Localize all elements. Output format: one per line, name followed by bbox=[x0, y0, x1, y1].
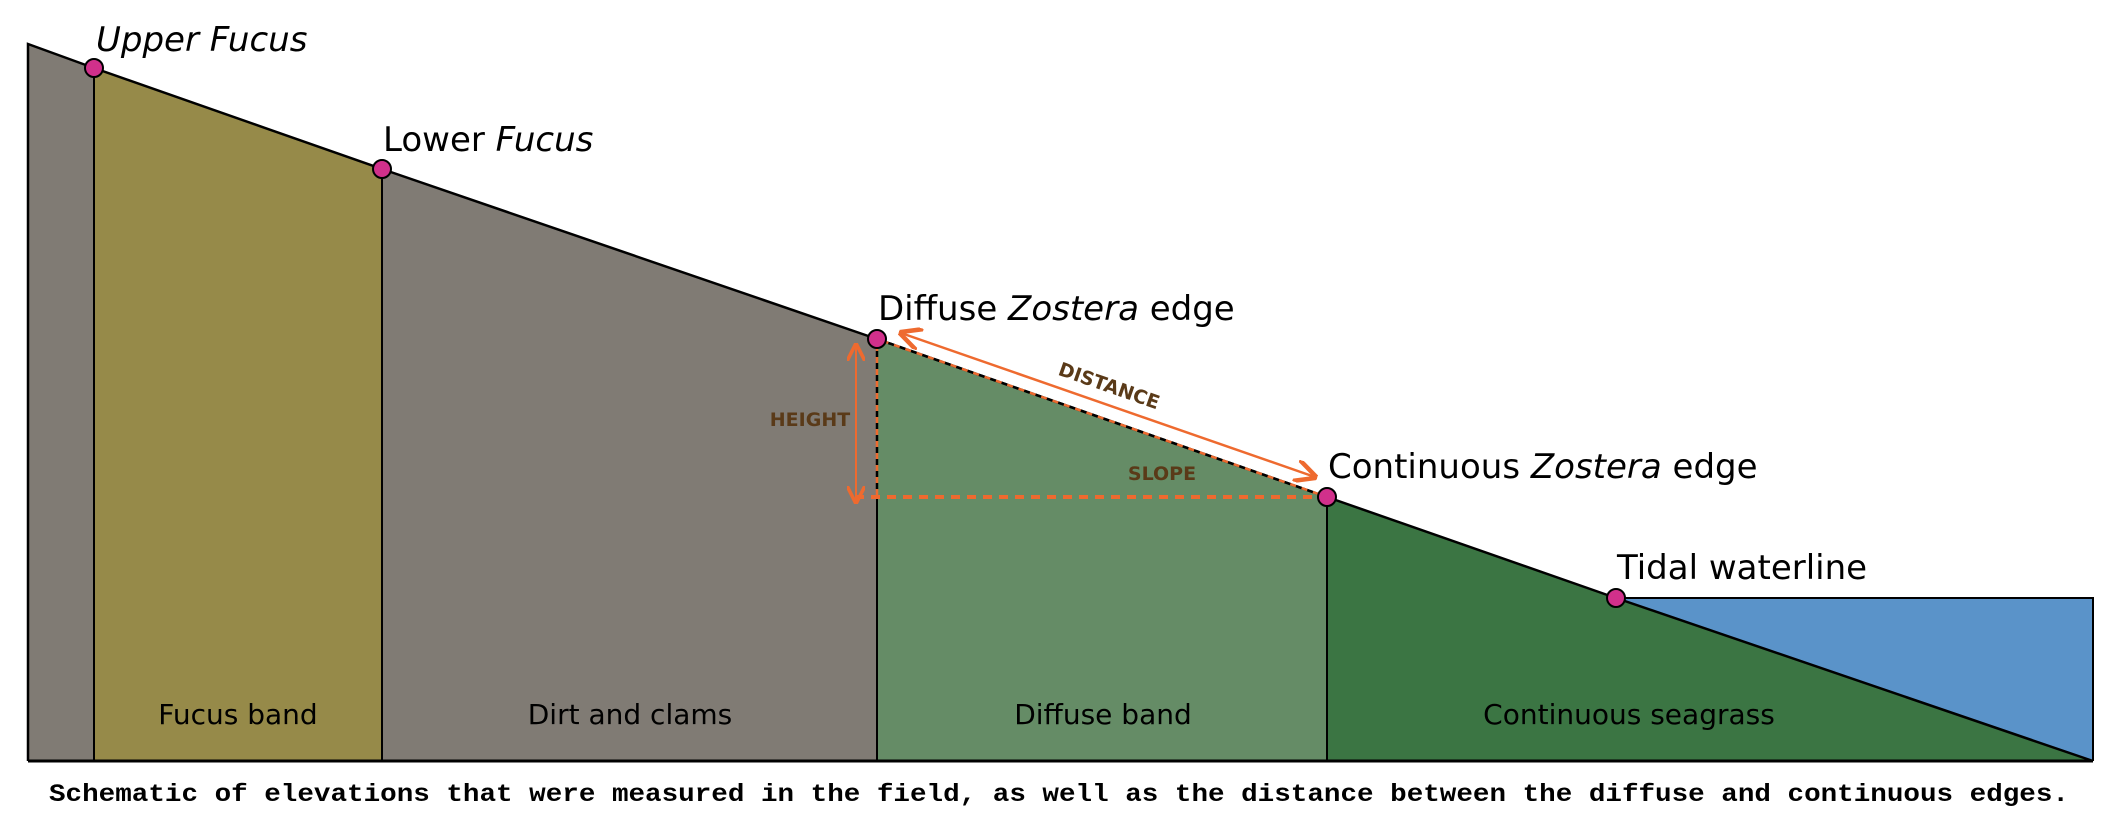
figure-caption: Schematic of elevations that were measur… bbox=[49, 780, 2069, 809]
shore-slope-line bbox=[26, 42, 2094, 763]
continuous-band-region bbox=[1327, 497, 2093, 761]
label-tidal-waterline: Tidal waterline bbox=[1616, 548, 1867, 588]
slope-label: SLOPE bbox=[1128, 463, 1196, 485]
marker-lower-fucus bbox=[372, 159, 392, 179]
marker-upper-fucus bbox=[84, 58, 104, 78]
marker-continuous-zostera bbox=[1317, 487, 1337, 507]
label-lower-fucus: Lower Fucus bbox=[383, 120, 593, 160]
marker-diffuse-zostera bbox=[867, 329, 887, 349]
water-outline bbox=[1616, 597, 2094, 761]
band-label-fucus: Fucus band bbox=[158, 698, 317, 731]
label-upper-fucus: Upper Fucus bbox=[96, 20, 307, 60]
height-label: HEIGHT bbox=[770, 409, 850, 431]
band-label-dirt: Dirt and clams bbox=[528, 698, 733, 731]
upper-shore-region bbox=[28, 44, 94, 761]
band-label-diffuse: Diffuse band bbox=[1014, 698, 1192, 731]
marker-tidal-waterline bbox=[1606, 588, 1626, 608]
fucus-band-region bbox=[94, 68, 382, 761]
label-continuous-zostera: Continuous Zostera edge bbox=[1328, 447, 1758, 487]
dirt-band-region bbox=[382, 169, 877, 761]
band-label-continuous: Continuous seagrass bbox=[1483, 698, 1775, 731]
label-diffuse-zostera: Diffuse Zostera edge bbox=[878, 289, 1235, 329]
distance-arrow bbox=[901, 333, 1315, 477]
